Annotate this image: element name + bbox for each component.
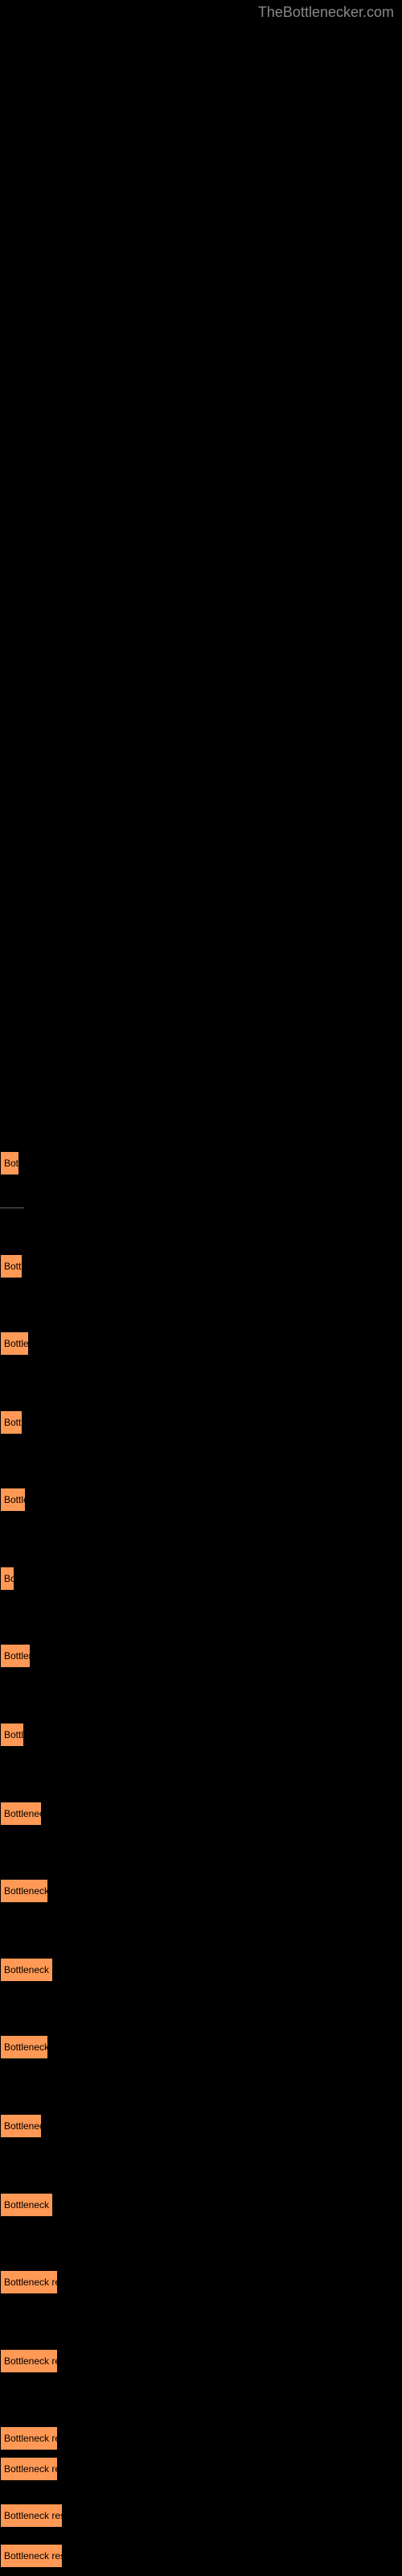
bar-row: Bottleneck res <box>0 1879 48 1903</box>
bar: Bottle <box>0 1723 24 1747</box>
bar-row: Bottleneck result <box>0 1958 53 1982</box>
bar: Bottle <box>0 1488 26 1512</box>
bar: Bottleneck result <box>0 2193 53 2217</box>
bar-row: Bottleneck re <box>0 1802 42 1826</box>
bar: Bot <box>0 1151 19 1175</box>
bar-row: Bottleneck resu <box>0 2035 48 2059</box>
bar: Bottleneck result <box>0 2457 58 2481</box>
bar: Bottleneck result <box>0 2544 63 2568</box>
bar-row: Bottleneck result <box>0 2544 63 2568</box>
bar-row: Bottleneck result <box>0 2504 63 2528</box>
bar-row: Bottleneck result <box>0 2457 58 2481</box>
bar: Bottleneck res <box>0 1879 48 1903</box>
bar: Bottleneck result <box>0 2270 58 2294</box>
bar: Bottleneck result <box>0 2426 58 2450</box>
bar: Bottleneck r <box>0 2114 42 2138</box>
bar-row: Bottle <box>0 1488 26 1512</box>
bar-row: Bottle <box>0 1723 24 1747</box>
bar: Bottlene <box>0 1644 31 1668</box>
bar: Bottl <box>0 1410 23 1435</box>
bar: Bottleneck re <box>0 1802 42 1826</box>
bar: Bottlene <box>0 1331 29 1356</box>
bar-row: Bottl <box>0 1254 23 1278</box>
bar-row: Bottleneck result <box>0 2426 58 2450</box>
bar: Bottleneck result <box>0 2349 58 2373</box>
bar-row: Bottleneck result <box>0 2349 58 2373</box>
watermark-text: TheBottlenecker.com <box>258 4 394 21</box>
bar: Bo <box>0 1567 14 1591</box>
bar-row: Bottlene <box>0 1331 29 1356</box>
chart-container: TheBottlenecker.com Bot Bottl Bottlene Bott… <box>0 0 402 2576</box>
bar: Bottleneck resu <box>0 2035 48 2059</box>
bar-row: Bottl <box>0 1410 23 1435</box>
bar-row: Bot <box>0 1151 19 1175</box>
bar-row: Bottlene <box>0 1644 31 1668</box>
bar-row: Bottleneck r <box>0 2114 42 2138</box>
bar: Bottleneck result <box>0 1958 53 1982</box>
bar-row: Bottleneck result <box>0 2193 53 2217</box>
bar: Bottleneck result <box>0 2504 63 2528</box>
bar-row: Bottleneck result <box>0 2270 58 2294</box>
bar: Bottl <box>0 1254 23 1278</box>
bar-row: Bo <box>0 1567 14 1591</box>
